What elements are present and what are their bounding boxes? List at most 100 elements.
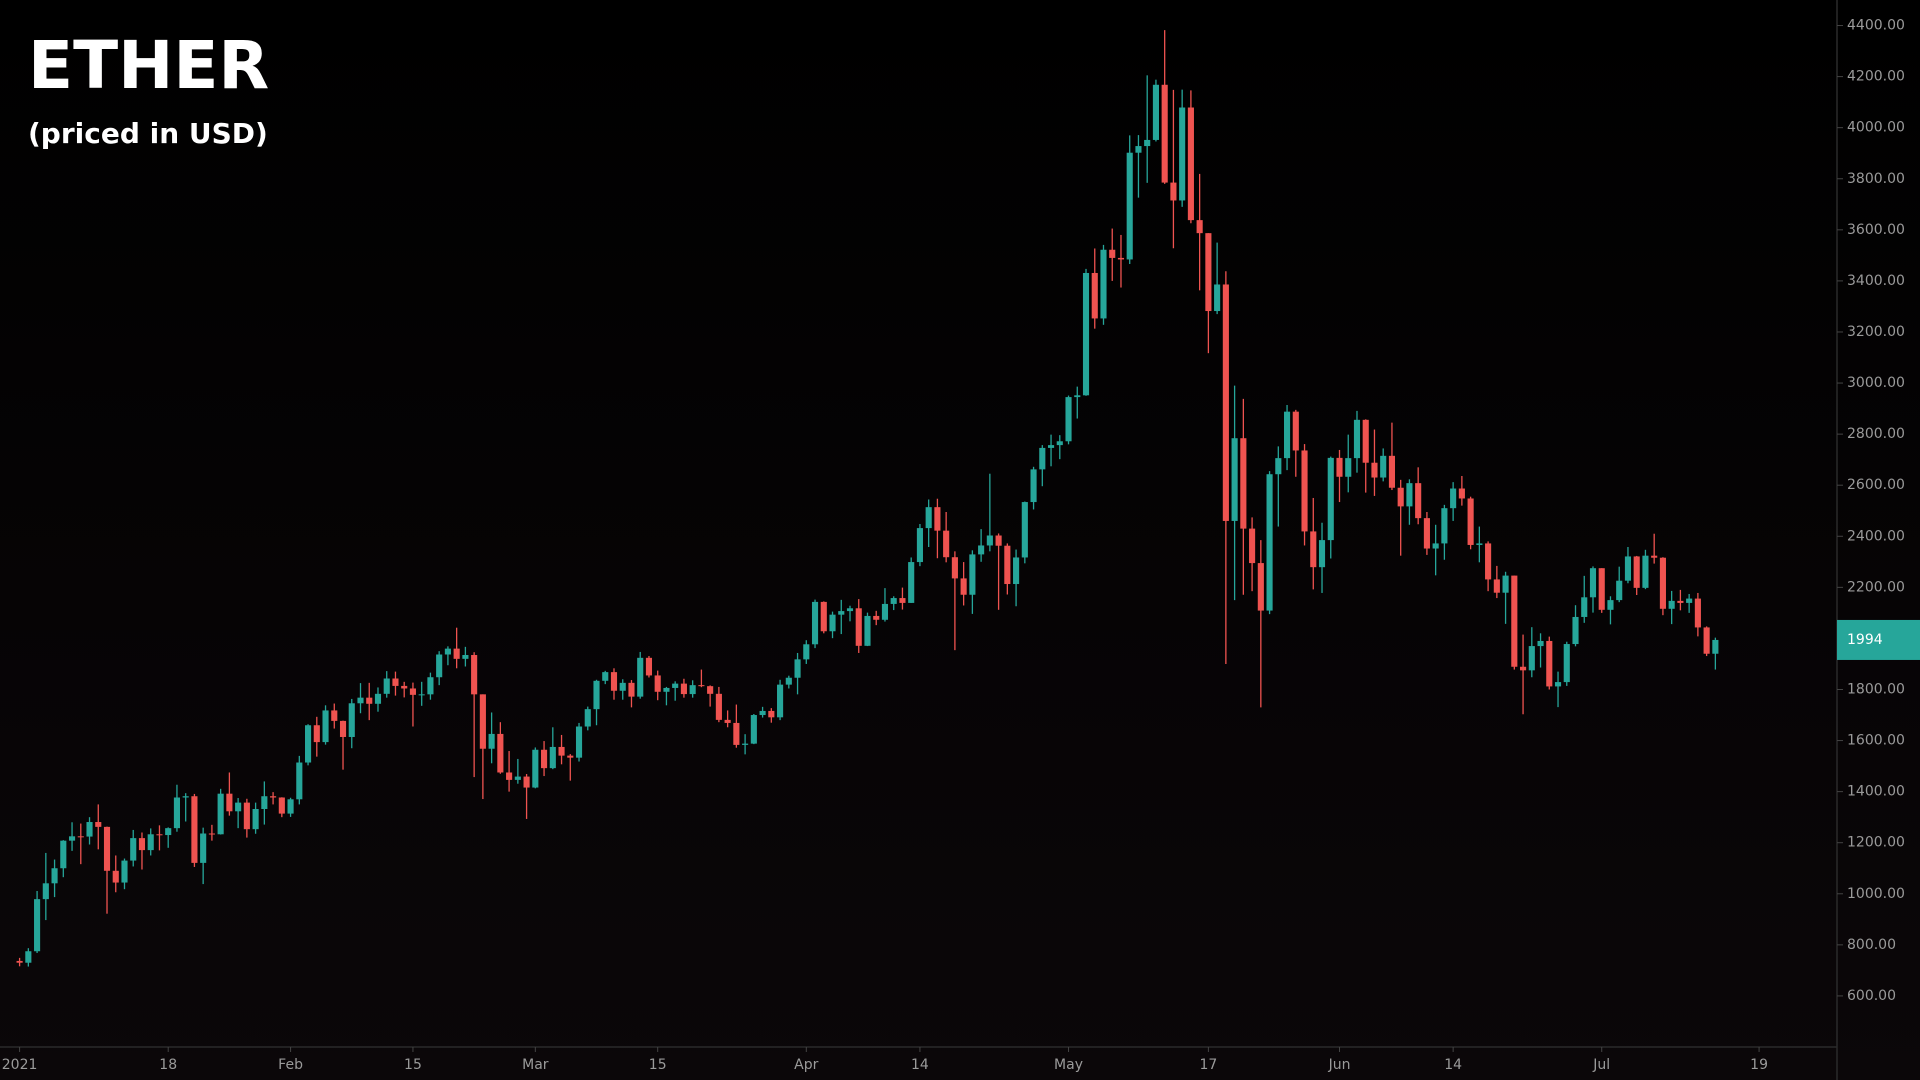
candle-body bbox=[1485, 543, 1492, 580]
candle-body bbox=[68, 836, 76, 841]
candle-body bbox=[794, 659, 801, 678]
candle-body bbox=[1677, 600, 1684, 603]
candle-body bbox=[628, 682, 635, 697]
candle-body bbox=[1117, 257, 1125, 260]
candle-body bbox=[575, 726, 583, 758]
candle-body bbox=[304, 725, 312, 763]
x-tick-label: Jun bbox=[1328, 1057, 1351, 1073]
candle-body bbox=[409, 688, 417, 695]
candle-body bbox=[339, 720, 347, 737]
candle-body bbox=[742, 743, 749, 745]
candle-body bbox=[1301, 450, 1308, 532]
y-tick-label: 1800.00 bbox=[1847, 681, 1905, 697]
candle-body bbox=[532, 749, 539, 788]
candle-body bbox=[42, 883, 49, 900]
candle-body bbox=[366, 697, 373, 704]
candle-body bbox=[943, 530, 950, 558]
candle-body bbox=[1589, 568, 1597, 598]
candle-body bbox=[287, 799, 294, 814]
candle-body bbox=[1423, 518, 1430, 549]
candle-body bbox=[672, 683, 679, 688]
candle-body bbox=[1616, 580, 1623, 601]
candle-body bbox=[925, 507, 932, 529]
y-tick-label: 3200.00 bbox=[1847, 324, 1905, 340]
candle-body bbox=[488, 733, 495, 749]
candle-body bbox=[1161, 84, 1168, 183]
y-tick-label: 2800.00 bbox=[1847, 426, 1905, 442]
candle-body bbox=[1336, 457, 1343, 477]
candle-body bbox=[77, 836, 84, 838]
candle-body bbox=[1607, 600, 1614, 610]
candle-body bbox=[1249, 528, 1256, 564]
candle-body bbox=[51, 868, 58, 884]
candle-body bbox=[444, 648, 451, 655]
candle-body bbox=[191, 796, 198, 863]
candle-body bbox=[1458, 488, 1465, 499]
candle-body bbox=[951, 557, 958, 579]
candle-body bbox=[1065, 397, 1072, 442]
candle-body bbox=[978, 545, 985, 555]
candle-body bbox=[1633, 556, 1640, 588]
candle-body bbox=[147, 834, 154, 851]
x-tick-label: 15 bbox=[404, 1057, 422, 1073]
candle-body bbox=[1275, 458, 1282, 475]
candle-body bbox=[1266, 474, 1273, 611]
candle-body bbox=[654, 675, 661, 692]
y-tick-label: 2200.00 bbox=[1847, 579, 1905, 595]
candle-body bbox=[829, 614, 836, 632]
candle-body bbox=[506, 772, 513, 780]
candle-body bbox=[698, 685, 705, 687]
candle-body bbox=[322, 710, 329, 743]
candle-body bbox=[1520, 666, 1527, 671]
candle-body bbox=[1703, 627, 1710, 654]
candle-body bbox=[217, 793, 224, 835]
candle-body bbox=[986, 535, 993, 546]
candle-body bbox=[1624, 556, 1632, 581]
y-tick-label: 2600.00 bbox=[1847, 477, 1905, 493]
y-tick-label: 4200.00 bbox=[1847, 69, 1905, 85]
candle-body bbox=[1476, 543, 1483, 545]
y-tick-label: 3800.00 bbox=[1847, 171, 1905, 187]
candle-body bbox=[1222, 284, 1229, 521]
candle-body bbox=[934, 507, 941, 531]
candle-body bbox=[112, 870, 119, 883]
candle-body bbox=[401, 685, 408, 689]
y-tick-label: 3000.00 bbox=[1847, 375, 1905, 391]
candle-body bbox=[86, 822, 93, 837]
candle-body bbox=[777, 684, 784, 718]
candle-body bbox=[1030, 469, 1037, 503]
candle-body bbox=[235, 802, 242, 812]
candle-body bbox=[811, 601, 819, 645]
candle-body bbox=[1109, 249, 1116, 258]
candle-body bbox=[908, 562, 915, 603]
candle-body bbox=[357, 697, 364, 704]
candle-body bbox=[103, 826, 111, 871]
candle-body bbox=[733, 722, 740, 745]
candle-body bbox=[418, 694, 425, 696]
candle-body bbox=[25, 951, 32, 963]
y-tick-label: 4000.00 bbox=[1847, 120, 1905, 136]
y-tick-label: 1400.00 bbox=[1847, 784, 1905, 800]
candle-body bbox=[881, 603, 889, 620]
candle-body bbox=[1502, 575, 1509, 593]
candle-body bbox=[383, 678, 390, 694]
x-tick-label: May bbox=[1054, 1057, 1083, 1073]
x-tick-label: 19 bbox=[1750, 1057, 1768, 1073]
x-tick-label: 14 bbox=[911, 1057, 929, 1073]
candle-body bbox=[270, 796, 277, 798]
candle-body bbox=[610, 672, 618, 691]
candle-body bbox=[1686, 598, 1693, 603]
candle-body bbox=[1563, 644, 1570, 683]
candle-body bbox=[645, 657, 653, 676]
candle-body bbox=[1292, 411, 1299, 451]
candle-body bbox=[1126, 152, 1133, 260]
candle-body bbox=[584, 709, 591, 727]
candle-body bbox=[724, 719, 731, 723]
candle-body bbox=[348, 703, 355, 737]
candle-body bbox=[820, 601, 827, 632]
y-tick-label: 1600.00 bbox=[1847, 733, 1905, 749]
y-tick-label: 4400.00 bbox=[1847, 18, 1905, 34]
x-tick-label: 14 bbox=[1444, 1057, 1462, 1073]
